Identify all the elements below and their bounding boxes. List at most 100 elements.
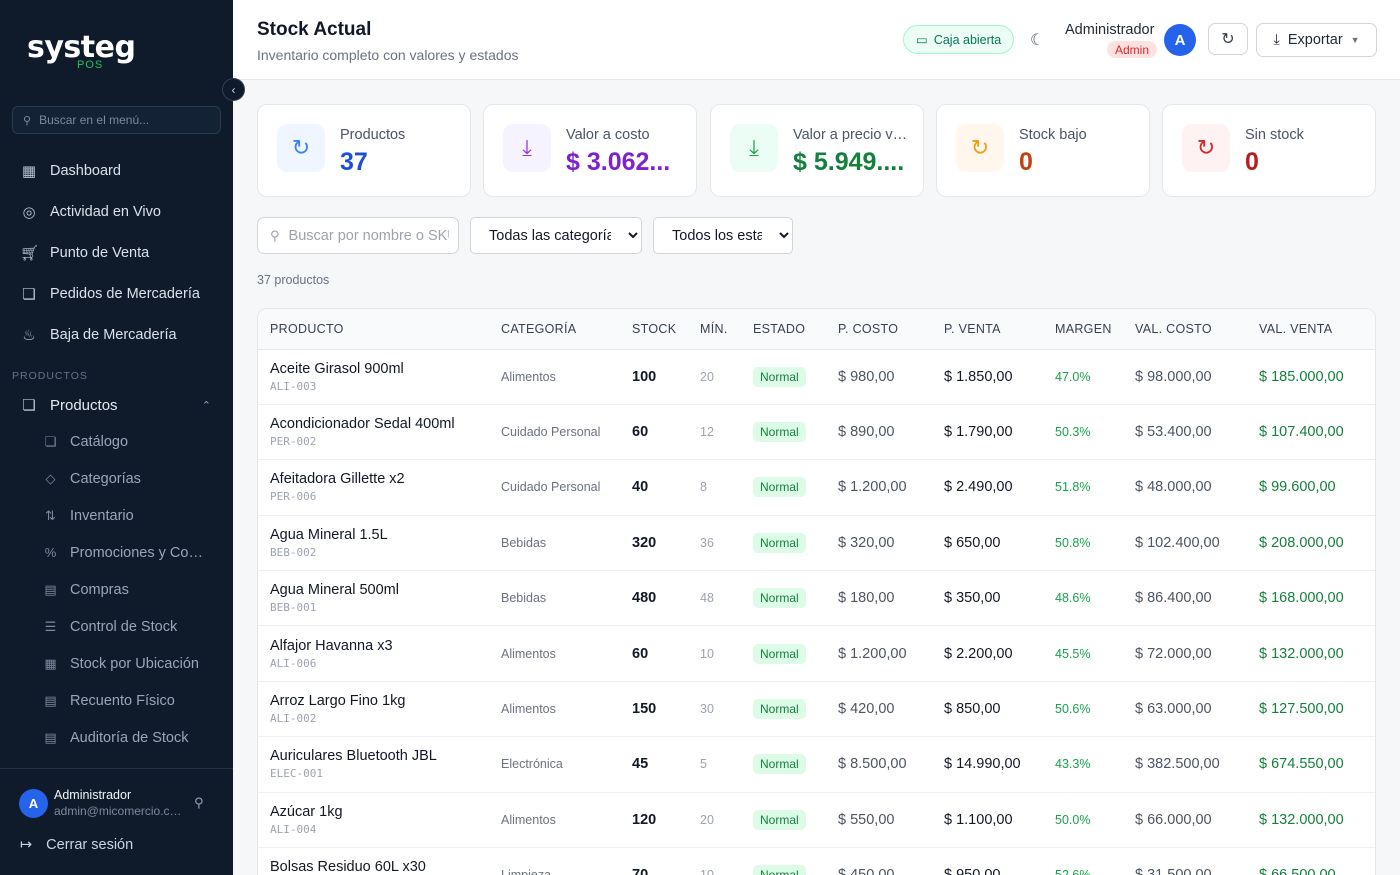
margin-cell: 50.0% <box>1043 792 1123 847</box>
state-cell: Normal <box>741 737 826 792</box>
table-row[interactable]: Acondicionador Sedal 400ml PER-002 Cuidado… <box>258 404 1375 460</box>
sub-label: Auditoría de Stock <box>70 729 189 746</box>
logout-label: Cerrar sesión <box>46 837 134 853</box>
avatar[interactable]: A <box>1164 24 1196 56</box>
broadcast-icon: ◎ <box>22 203 36 221</box>
table-row[interactable]: Bolsas Residuo 60L x30LIM-004 Limpieza 70 1… <box>258 848 1375 875</box>
cost-value: $ 180,00 <box>838 590 895 607</box>
min-value: 12 <box>700 425 714 440</box>
product-cell: Acondicionador Sedal 400ml PER-002 <box>258 404 489 459</box>
min-cell: 48 <box>688 571 741 626</box>
val-cost-value: $ 31.500,00 <box>1135 867 1212 875</box>
product-name: Arroz Largo Fino 1kg <box>270 693 406 710</box>
refresh-button[interactable]: ↻ <box>1208 23 1248 55</box>
nav-item-dashboard[interactable]: ▦ Dashboard <box>0 150 233 191</box>
menu-search-input[interactable] <box>39 113 210 127</box>
category-cell: Cuidado Personal <box>489 460 620 515</box>
val-price-value: $ 168.000,00 <box>1259 590 1344 607</box>
column-header[interactable]: MARGEN <box>1043 309 1123 350</box>
sub-item-stock-control[interactable]: ☰ Control de Stock <box>0 608 233 645</box>
column-header[interactable]: STOCK <box>620 309 688 350</box>
search-icon: ⚲ <box>23 114 32 127</box>
cost-value: $ 550,00 <box>838 811 895 828</box>
column-header[interactable]: P. COSTO <box>826 309 932 350</box>
table-row[interactable]: Auriculares Bluetooth JBL ELEC-001 Electró… <box>258 737 1375 793</box>
stock-cell: 120 <box>620 792 688 847</box>
logout-button[interactable]: ↦ Cerrar sesión <box>20 837 133 853</box>
sub-item-stock-location[interactable]: ▦ Stock por Ubicación <box>0 645 233 682</box>
table-row[interactable]: Arroz Largo Fino 1kg ALI-002 Alimentos 150 3… <box>258 681 1375 737</box>
stock-value: 320 <box>632 534 657 551</box>
cost-cell: $ 890,00 <box>826 404 932 459</box>
column-header[interactable]: VAL. VENTA <box>1247 309 1375 350</box>
price-cell: $ 950,00 <box>932 848 1043 875</box>
nav-item-pos[interactable]: 🛒︎ Punto de Venta <box>0 232 233 273</box>
table-row[interactable]: Azúcar 1kg ALI-004 Alimentos 120 20 Normal $ 5… <box>258 792 1375 848</box>
column-header[interactable]: VAL. COSTO <box>1123 309 1247 350</box>
section-label: PRODUCTOS <box>12 370 88 382</box>
sliders-icon: ☰ <box>44 618 57 634</box>
state-select[interactable]: Todos los estados <box>653 217 793 254</box>
column-header[interactable]: P. VENTA <box>932 309 1043 350</box>
search-icon: ⚲ <box>270 227 280 243</box>
val-price-value: $ 66.500,00 <box>1259 867 1336 875</box>
cost-value: $ 8.500,00 <box>838 756 907 773</box>
nav-group-products[interactable]: ❏ Productos ⌃ <box>0 385 233 425</box>
margin-value: 50.0% <box>1055 812 1091 827</box>
key-icon[interactable]: ⚲ <box>194 795 204 810</box>
category-text: Cuidado Personal <box>501 480 601 495</box>
sub-item-categories[interactable]: ◇ Categorías <box>0 460 233 497</box>
nav-item-writeoff[interactable]: ♨ Baja de Mercadería <box>0 314 233 355</box>
nav-item-orders[interactable]: ❏ Pedidos de Mercadería <box>0 273 233 314</box>
product-search-input[interactable] <box>288 227 449 244</box>
margin-cell: 51.8% <box>1043 460 1123 515</box>
column-header[interactable]: ESTADO <box>741 309 826 350</box>
sub-item-physical-count[interactable]: ▤ Recuento Físico <box>0 682 233 719</box>
moon-icon[interactable]: ☾ <box>1030 32 1045 49</box>
table-row[interactable]: Agua Mineral 1.5L BEB-002 Bebidas 320 36 Norm… <box>258 515 1375 571</box>
category-cell: Bebidas <box>489 571 620 626</box>
nav-label: Dashboard <box>50 162 121 179</box>
sidebar-user: A Administrador admin@micomercio.com ⚲ ↦… <box>0 768 233 875</box>
stock-cell: 60 <box>620 626 688 681</box>
val-cost-value: $ 66.000,00 <box>1135 811 1212 828</box>
download-icon: ⤓ <box>1273 32 1280 48</box>
sub-item-inventory[interactable]: ⇅ Inventario <box>0 497 233 534</box>
margin-cell: 50.3% <box>1043 404 1123 459</box>
chevron-left-icon: ‹ <box>231 82 236 97</box>
sub-item-catalog[interactable]: ❏ Catálogo <box>0 423 233 460</box>
category-select[interactable]: Todas las categorías <box>470 217 642 254</box>
val-cost-cell: $ 102.400,00 <box>1123 515 1247 570</box>
logo[interactable]: systeg POS <box>27 30 136 71</box>
sub-item-stock-audit[interactable]: ▤ Auditoría de Stock <box>0 719 233 756</box>
table-row[interactable]: Aceite Girasol 900ml ALI-003 Alimentos 100 2… <box>258 349 1375 405</box>
clipboard-icon: ▤ <box>44 581 57 597</box>
column-header[interactable]: PRODUCTO <box>258 309 489 350</box>
clipboard-list-icon: ▤ <box>44 729 57 745</box>
export-button[interactable]: ⤓ Exportar ▼ <box>1256 23 1377 57</box>
margin-cell: 50.8% <box>1043 515 1123 570</box>
margin-cell: 45.5% <box>1043 626 1123 681</box>
stat-label: Valor a precio venta <box>793 127 913 143</box>
val-price-cell: $ 66.500,00 <box>1247 848 1375 875</box>
column-header[interactable]: MÍN. <box>688 309 741 350</box>
val-cost-value: $ 48.000,00 <box>1135 479 1212 496</box>
table-row[interactable]: Afeitadora Gillette x2 PER-006 Cuidado Per… <box>258 460 1375 516</box>
stat-value: $ 5.949.... <box>793 148 905 176</box>
table-row[interactable]: Agua Mineral 500ml BEB-001 Bebidas 480 48 Nor… <box>258 571 1375 626</box>
sub-item-promotions[interactable]: % Promociones y Combos <box>0 534 233 571</box>
sub-item-purchases[interactable]: ▤ Compras <box>0 571 233 608</box>
table-row[interactable]: Alfajor Havanna x3 ALI-006 Alimentos 60 10 No… <box>258 626 1375 682</box>
cash-status-badge[interactable]: ▭ Caja abierta <box>903 25 1015 54</box>
state-cell: Normal <box>741 848 826 875</box>
price-value: $ 850,00 <box>944 701 1001 718</box>
state-cell: Normal <box>741 349 826 404</box>
avatar[interactable]: A <box>19 789 48 818</box>
stock-value: 60 <box>632 424 649 441</box>
collapse-sidebar-button[interactable]: ‹ <box>222 78 245 101</box>
nav-item-activity[interactable]: ◎ Actividad en Vivo <box>0 191 233 232</box>
sidebar: systeg POS ⚲ ▦ Dashboard ◎ Actividad en … <box>0 0 233 875</box>
cost-value: $ 980,00 <box>838 368 895 385</box>
column-header[interactable]: CATEGORÍA <box>489 309 620 350</box>
page-title: Stock Actual <box>257 19 372 40</box>
